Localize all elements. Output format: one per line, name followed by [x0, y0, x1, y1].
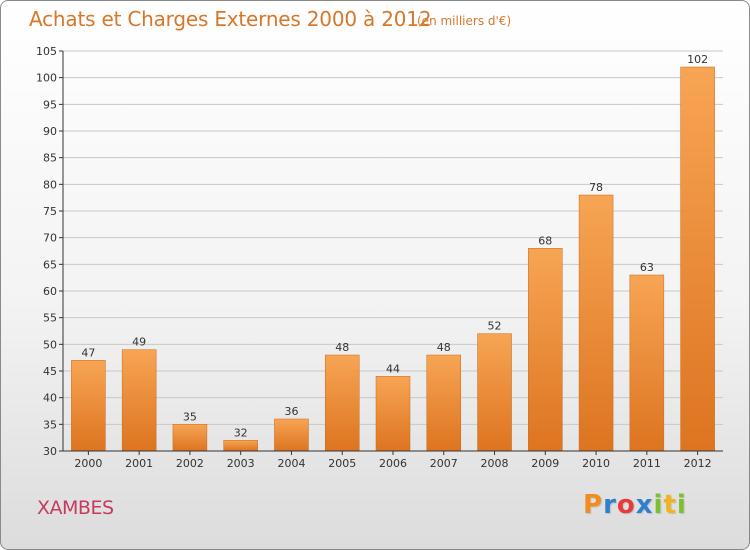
bar	[477, 333, 512, 452]
chart-subtitle: (en milliers d'€)	[417, 14, 512, 28]
bar	[578, 194, 614, 452]
data-label: 49	[132, 336, 146, 349]
data-label: 36	[284, 405, 298, 418]
x-tick-label: 2004	[277, 457, 305, 470]
x-tick-label: 2000	[74, 457, 102, 470]
x-tick-label: 2007	[430, 457, 458, 470]
y-tick-label: 60	[43, 285, 57, 298]
bar	[121, 349, 157, 452]
y-tick-label: 65	[43, 258, 57, 271]
y-tick-label: 85	[43, 152, 57, 165]
bar	[223, 440, 258, 452]
x-tick-label: 2010	[582, 457, 610, 470]
bar	[274, 418, 309, 452]
x-tick-label: 2002	[176, 457, 204, 470]
bar	[528, 248, 563, 452]
logo-letter: r	[603, 490, 617, 520]
bar	[426, 354, 462, 452]
y-tick-label: 40	[43, 392, 57, 405]
commune-name: XAMBES	[37, 497, 114, 519]
data-label: 102	[687, 53, 708, 66]
proxiti-logo: Proxiti	[583, 490, 687, 520]
data-label: 35	[183, 410, 197, 423]
bar	[375, 376, 411, 452]
x-tick-label: 2001	[125, 457, 153, 470]
x-tick-label: 2008	[481, 457, 509, 470]
logo-letter: t	[663, 490, 677, 520]
y-tick-label: 70	[43, 232, 57, 245]
x-tick-label: 2011	[633, 457, 661, 470]
data-label: 63	[640, 261, 654, 274]
data-label: 32	[234, 426, 248, 439]
chart-title: Achats et Charges Externes 2000 à 2012	[29, 7, 432, 31]
bar	[71, 360, 106, 452]
data-label: 47	[81, 346, 95, 359]
logo-letter: i	[676, 490, 687, 520]
y-tick-label: 80	[43, 178, 57, 191]
data-label: 48	[335, 341, 349, 354]
y-tick-label: 90	[43, 125, 57, 138]
data-label: 48	[437, 341, 451, 354]
x-tick-label: 2005	[328, 457, 356, 470]
y-tick-label: 105	[36, 45, 57, 58]
bar	[629, 274, 665, 452]
x-tick-label: 2006	[379, 457, 407, 470]
bar	[680, 66, 715, 452]
y-tick-label: 55	[43, 312, 57, 325]
logo-letter: P	[583, 490, 604, 520]
y-tick-label: 35	[43, 418, 57, 431]
x-tick-label: 2003	[227, 457, 255, 470]
logo-letter: o	[616, 490, 636, 520]
y-tick-label: 45	[43, 365, 57, 378]
bar	[324, 354, 360, 452]
y-tick-label: 100	[36, 72, 57, 85]
data-label: 68	[538, 234, 552, 247]
bar	[172, 424, 208, 452]
logo-letter: x	[635, 490, 654, 520]
y-tick-label: 50	[43, 338, 57, 351]
y-tick-label: 95	[43, 98, 57, 111]
data-label: 78	[589, 181, 603, 194]
data-label: 52	[488, 320, 502, 333]
y-tick-label: 75	[43, 205, 57, 218]
x-tick-label: 2012	[684, 457, 712, 470]
logo-letter: i	[653, 490, 664, 520]
y-tick-label: 30	[43, 445, 57, 458]
data-label: 44	[386, 362, 400, 375]
x-tick-label: 2009	[531, 457, 559, 470]
